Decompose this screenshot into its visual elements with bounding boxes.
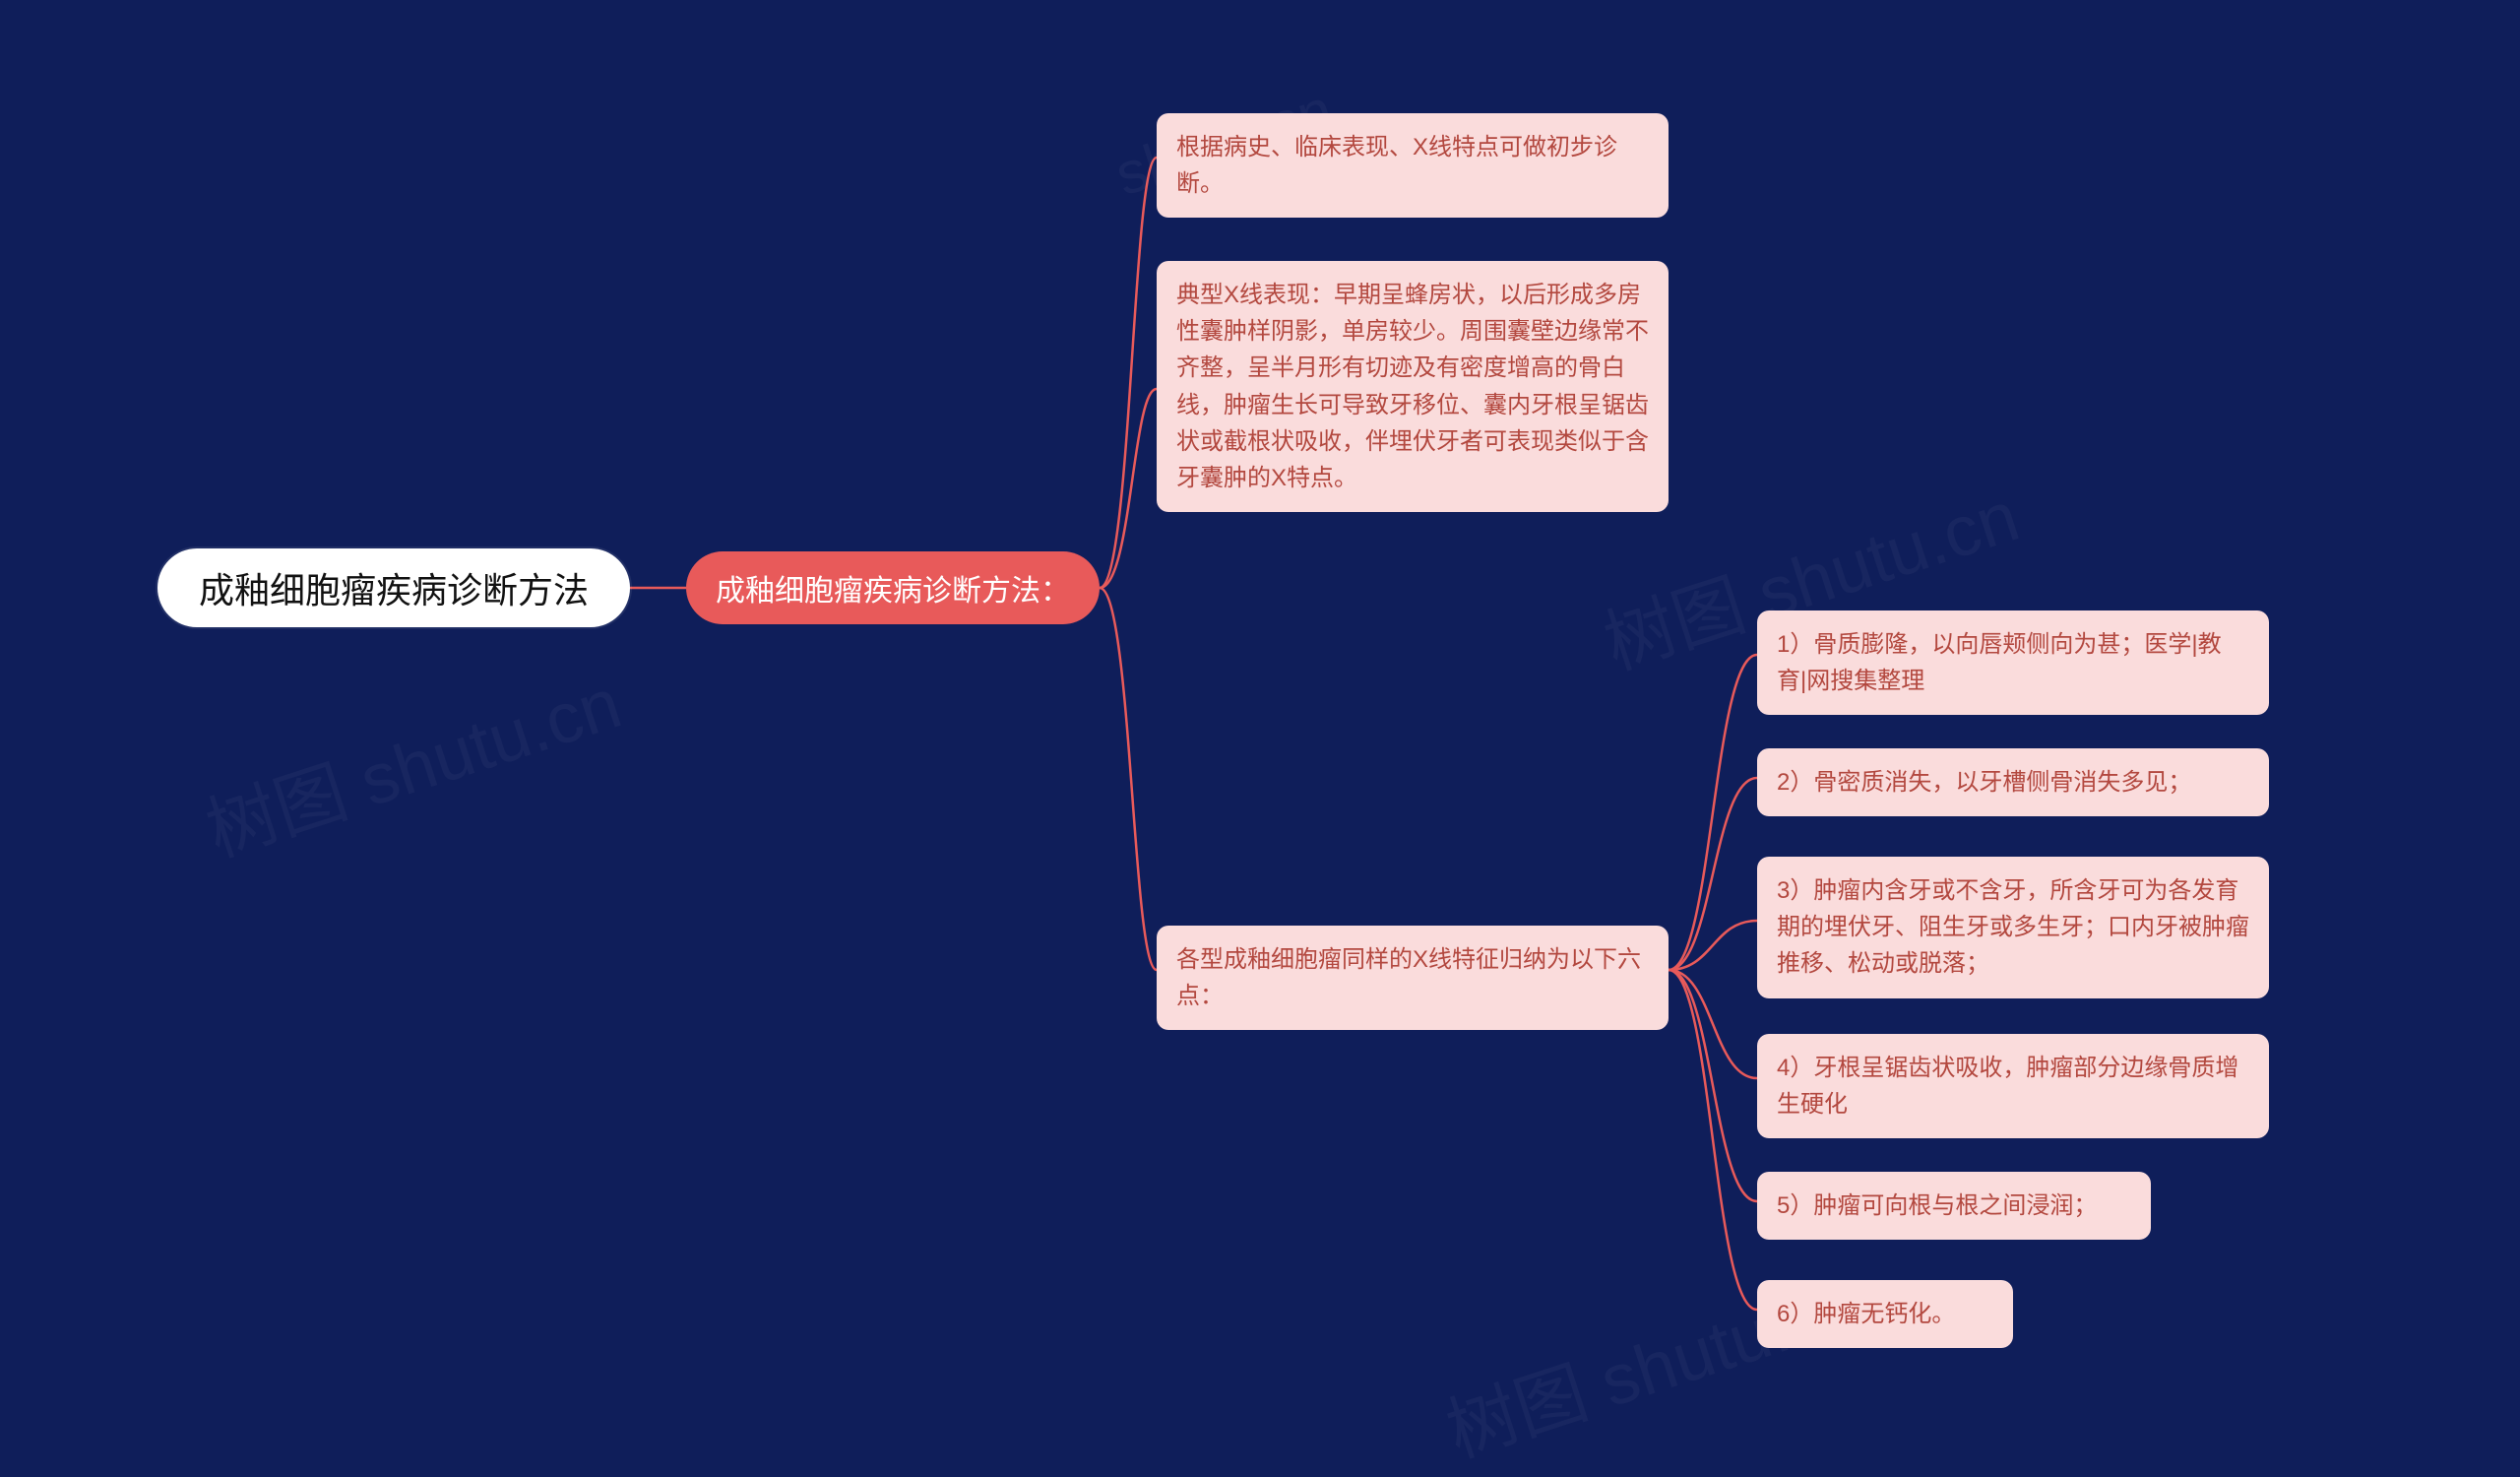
l3-card-4[interactable]: 4）牙根呈锯齿状吸收，肿瘤部分边缘骨质增生硬化: [1757, 1034, 2269, 1138]
l3-card-5[interactable]: 5）肿瘤可向根与根之间浸润；: [1757, 1172, 2151, 1240]
l2-card-label: 根据病史、临床表现、X线特点可做初步诊断。: [1176, 134, 1617, 197]
l2-card-label: 各型成釉细胞瘤同样的X线特征归纳为以下六点：: [1176, 946, 1641, 1009]
l3-card-label: 2）骨密质消失，以牙槽侧骨消失多见；: [1777, 769, 2191, 796]
mindmap-root[interactable]: 成釉细胞瘤疾病诊断方法: [158, 548, 630, 627]
l2-card-xray-typical[interactable]: 典型X线表现：早期呈蜂房状，以后形成多房性囊肿样阴影，单房较少。周围囊壁边缘常不…: [1157, 261, 1669, 512]
l3-card-label: 3）肿瘤内含牙或不含牙，所含牙可为各发育期的埋伏牙、阻生牙或多生牙；口内牙被肿瘤…: [1777, 877, 2249, 977]
l2-card-label: 典型X线表现：早期呈蜂房状，以后形成多房性囊肿样阴影，单房较少。周围囊壁边缘常不…: [1176, 282, 1649, 491]
l3-card-label: 1）骨质膨隆，以向唇颊侧向为甚；医学|教育|网搜集整理: [1777, 631, 2222, 694]
root-label: 成釉细胞瘤疾病诊断方法: [199, 562, 589, 613]
watermark: 树图 shutu.cn: [191, 645, 631, 876]
l2-card-six-points[interactable]: 各型成釉细胞瘤同样的X线特征归纳为以下六点：: [1157, 926, 1669, 1030]
l3-card-6[interactable]: 6）肿瘤无钙化。: [1757, 1280, 2013, 1348]
l3-card-label: 5）肿瘤可向根与根之间浸润；: [1777, 1192, 2097, 1219]
l3-card-1[interactable]: 1）骨质膨隆，以向唇颊侧向为甚；医学|教育|网搜集整理: [1757, 610, 2269, 715]
l2-card-history[interactable]: 根据病史、临床表现、X线特点可做初步诊断。: [1157, 113, 1669, 218]
l3-card-2[interactable]: 2）骨密质消失，以牙槽侧骨消失多见；: [1757, 748, 2269, 816]
l3-card-label: 6）肿瘤无钙化。: [1777, 1301, 1955, 1327]
l3-card-3[interactable]: 3）肿瘤内含牙或不含牙，所含牙可为各发育期的埋伏牙、阻生牙或多生牙；口内牙被肿瘤…: [1757, 857, 2269, 998]
l3-card-label: 4）牙根呈锯齿状吸收，肿瘤部分边缘骨质增生硬化: [1777, 1055, 2238, 1118]
hub-label: 成釉细胞瘤疾病诊断方法：: [716, 566, 1070, 610]
mindmap-hub[interactable]: 成釉细胞瘤疾病诊断方法：: [686, 551, 1100, 624]
